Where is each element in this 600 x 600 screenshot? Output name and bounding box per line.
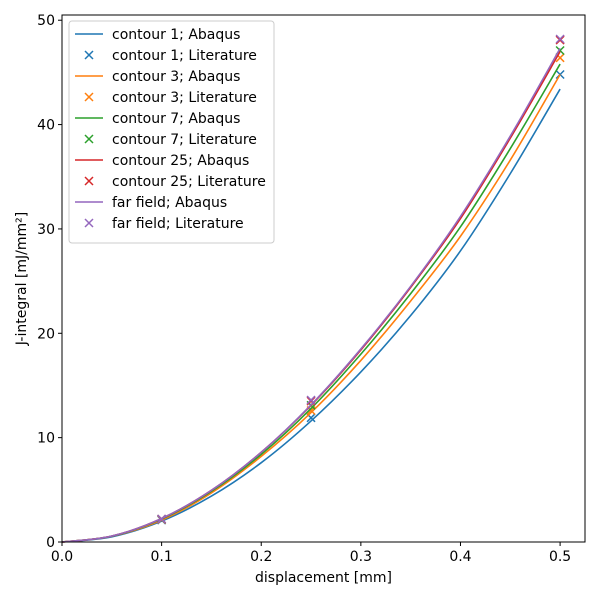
x-tick-label: 0.4	[449, 549, 471, 565]
series-0	[61, 88, 561, 543]
data-point-marker	[306, 395, 316, 405]
series-line	[61, 74, 561, 543]
legend-marker-swatch	[84, 176, 94, 186]
y-tick-label: 20	[37, 326, 55, 342]
x-axis-label: displacement [mm]	[255, 570, 392, 586]
legend-item: contour 1; Abaqus	[75, 27, 240, 43]
legend-marker-swatch	[84, 134, 94, 144]
legend-label: contour 1; Abaqus	[112, 27, 240, 43]
series-8	[61, 47, 561, 543]
series-9	[157, 34, 565, 524]
y-tick-label: 30	[37, 222, 55, 238]
legend-item: contour 3; Abaqus	[75, 69, 240, 85]
legend-item: contour 25; Abaqus	[75, 153, 249, 169]
legend-label: contour 25; Literature	[112, 174, 266, 190]
y-axis: 0 10 20 30 40 50	[37, 13, 62, 551]
legend-label: contour 3; Abaqus	[112, 69, 240, 85]
series-2	[61, 74, 561, 543]
series-line	[61, 47, 561, 543]
legend-label: contour 7; Abaqus	[112, 111, 240, 127]
plot-frame	[61, 14, 586, 543]
y-tick-label: 10	[37, 431, 55, 447]
data-point-marker	[555, 34, 565, 44]
legend-item: contour 7; Literature	[84, 132, 257, 148]
legend-label: far field; Abaqus	[112, 195, 227, 211]
data-point-marker	[157, 514, 167, 524]
legend-item: contour 3; Literature	[84, 90, 257, 106]
legend-label: contour 3; Literature	[112, 90, 257, 106]
legend-marker-swatch	[84, 92, 94, 102]
x-tick-label: 0.3	[350, 549, 372, 565]
y-tick-label: 50	[37, 13, 55, 29]
y-tick-label: 40	[37, 118, 55, 134]
x-tick-label: 0.5	[549, 549, 571, 565]
legend-label: contour 7; Literature	[112, 132, 257, 148]
legend-marker-swatch	[84, 50, 94, 60]
legend-item: contour 7; Abaqus	[75, 111, 240, 127]
legend-item: far field; Abaqus	[75, 195, 227, 211]
x-tick-label: 0.2	[250, 549, 272, 565]
legend: contour 1; Abaqus contour 1; Literature co…	[68, 20, 275, 244]
legend-label: far field; Literature	[112, 216, 244, 232]
legend-marker-swatch	[84, 218, 94, 228]
x-tick-label: 0.1	[150, 549, 172, 565]
x-tick-label: 0.0	[51, 549, 73, 565]
legend-label: contour 25; Abaqus	[112, 153, 249, 169]
y-tick-label: 0	[46, 535, 55, 551]
y-axis-label: J-integral [mJ/mm²]	[14, 212, 30, 346]
x-axis: 0.0 0.1 0.2 0.3 0.4 0.5	[51, 542, 571, 565]
legend-item: contour 1; Literature	[84, 48, 257, 64]
series-layer	[61, 34, 565, 543]
legend-item: far field; Literature	[84, 216, 244, 232]
series-line	[61, 88, 561, 543]
legend-label: contour 1; Literature	[112, 48, 257, 64]
legend-item: contour 25; Literature	[84, 174, 266, 190]
legend-box	[68, 20, 275, 244]
